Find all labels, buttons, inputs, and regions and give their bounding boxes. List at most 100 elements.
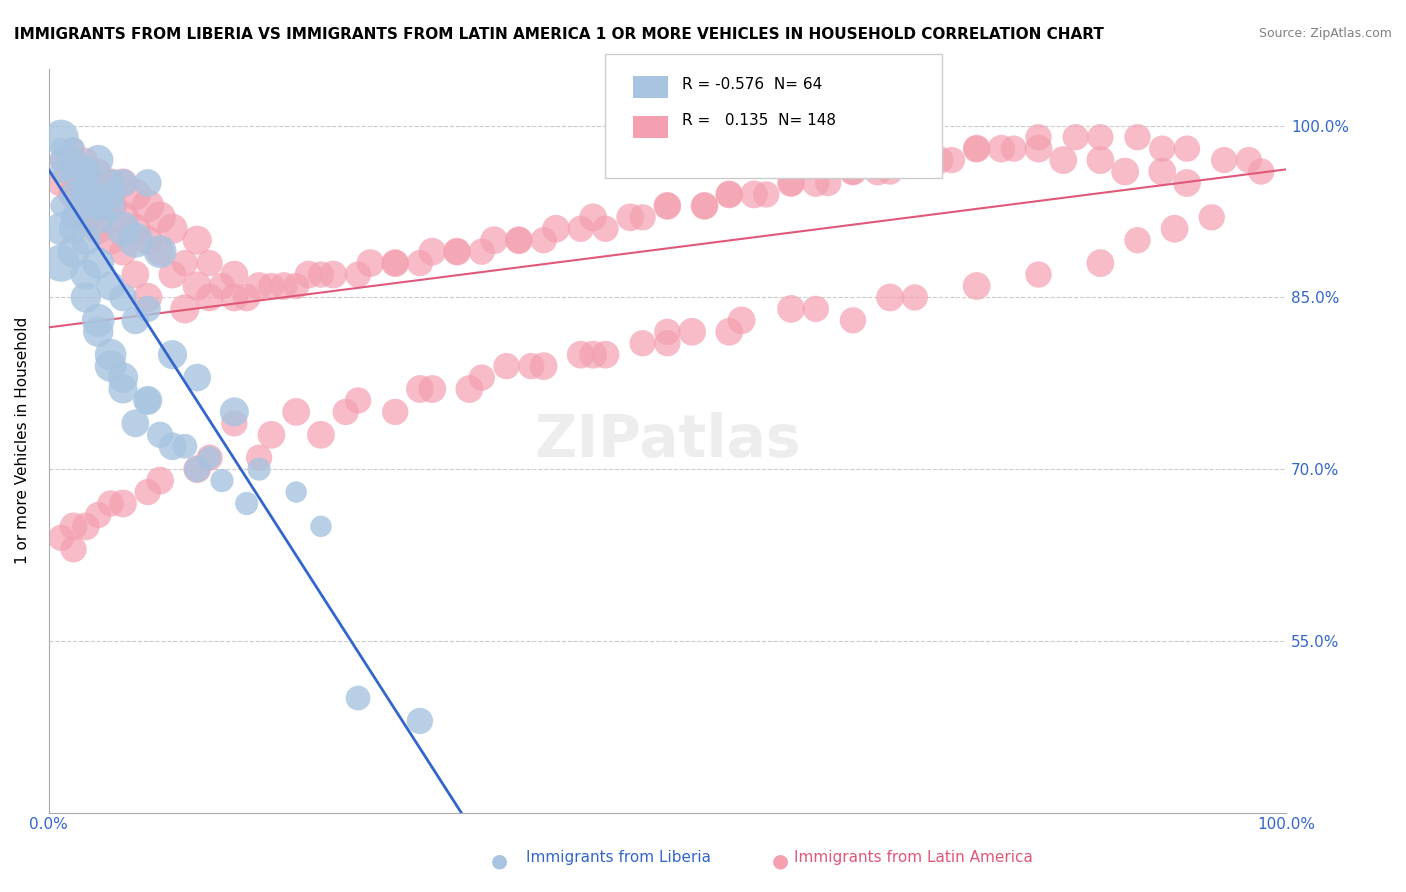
Point xyxy=(619,211,641,225)
Point xyxy=(582,348,605,362)
Point xyxy=(162,268,184,282)
Point xyxy=(62,244,84,259)
Point xyxy=(111,382,134,396)
Point xyxy=(62,164,84,178)
Point xyxy=(136,199,159,213)
Point xyxy=(198,450,221,465)
Point xyxy=(186,370,208,384)
Point xyxy=(75,164,97,178)
Point xyxy=(186,233,208,247)
Point xyxy=(75,176,97,190)
Point xyxy=(631,336,654,351)
Point xyxy=(149,427,172,442)
Point xyxy=(1002,142,1025,156)
Text: IMMIGRANTS FROM LIBERIA VS IMMIGRANTS FROM LATIN AMERICA 1 OR MORE VEHICLES IN H: IMMIGRANTS FROM LIBERIA VS IMMIGRANTS FR… xyxy=(14,27,1104,42)
Point xyxy=(136,485,159,500)
Point xyxy=(285,485,308,500)
Point xyxy=(582,211,605,225)
Point xyxy=(198,256,221,270)
Point xyxy=(49,153,72,167)
Point xyxy=(1090,130,1112,145)
Text: Source: ZipAtlas.com: Source: ZipAtlas.com xyxy=(1258,27,1392,40)
Point xyxy=(1250,164,1272,178)
Point xyxy=(100,199,122,213)
Point xyxy=(446,244,468,259)
Point xyxy=(49,153,72,167)
Point xyxy=(718,187,741,202)
Point xyxy=(211,474,233,488)
Point xyxy=(1175,176,1198,190)
Point xyxy=(842,164,865,178)
Point xyxy=(75,164,97,178)
Point xyxy=(87,313,110,327)
Point xyxy=(186,279,208,293)
Point xyxy=(211,279,233,293)
Point xyxy=(100,233,122,247)
Point xyxy=(149,244,172,259)
Point xyxy=(780,301,803,316)
Point xyxy=(100,199,122,213)
Point xyxy=(384,405,406,419)
Point xyxy=(309,427,332,442)
Point xyxy=(533,233,555,247)
Text: R = -0.576  N= 64: R = -0.576 N= 64 xyxy=(682,78,823,92)
Point xyxy=(136,393,159,408)
Point xyxy=(260,427,283,442)
Point xyxy=(75,519,97,533)
Point xyxy=(186,462,208,476)
Point xyxy=(49,142,72,156)
Point xyxy=(100,279,122,293)
Point xyxy=(309,519,332,533)
Point xyxy=(804,176,827,190)
Point xyxy=(87,221,110,235)
Point xyxy=(235,496,257,510)
Point xyxy=(482,233,505,247)
Point xyxy=(544,221,567,235)
Point xyxy=(75,153,97,167)
Point xyxy=(62,221,84,235)
Point xyxy=(75,233,97,247)
Point xyxy=(62,187,84,202)
Point xyxy=(75,187,97,202)
Point xyxy=(941,153,963,167)
Point xyxy=(1028,142,1050,156)
Point xyxy=(173,256,195,270)
Point xyxy=(49,256,72,270)
Point xyxy=(62,164,84,178)
Point xyxy=(87,199,110,213)
Point xyxy=(966,142,988,156)
Point xyxy=(657,325,679,339)
Point xyxy=(162,439,184,453)
Point xyxy=(111,370,134,384)
Point xyxy=(173,301,195,316)
Point xyxy=(247,279,270,293)
Point xyxy=(224,268,246,282)
Point xyxy=(149,474,172,488)
Text: ZIPatlas: ZIPatlas xyxy=(534,412,800,469)
Point xyxy=(111,176,134,190)
Point xyxy=(100,187,122,202)
Point xyxy=(100,348,122,362)
Point xyxy=(384,256,406,270)
Point xyxy=(100,176,122,190)
Point xyxy=(62,211,84,225)
Point xyxy=(149,244,172,259)
Point xyxy=(162,221,184,235)
Point xyxy=(1090,153,1112,167)
Point xyxy=(420,244,443,259)
Point xyxy=(186,462,208,476)
Point xyxy=(124,417,146,431)
Point xyxy=(730,313,752,327)
Point xyxy=(471,244,494,259)
Point xyxy=(817,176,839,190)
Point xyxy=(285,279,308,293)
Point xyxy=(359,256,381,270)
Point xyxy=(273,279,295,293)
Text: ●: ● xyxy=(772,851,789,871)
Point xyxy=(136,176,159,190)
Point xyxy=(111,221,134,235)
Point xyxy=(87,211,110,225)
Point xyxy=(124,233,146,247)
Point xyxy=(87,199,110,213)
Point xyxy=(631,211,654,225)
